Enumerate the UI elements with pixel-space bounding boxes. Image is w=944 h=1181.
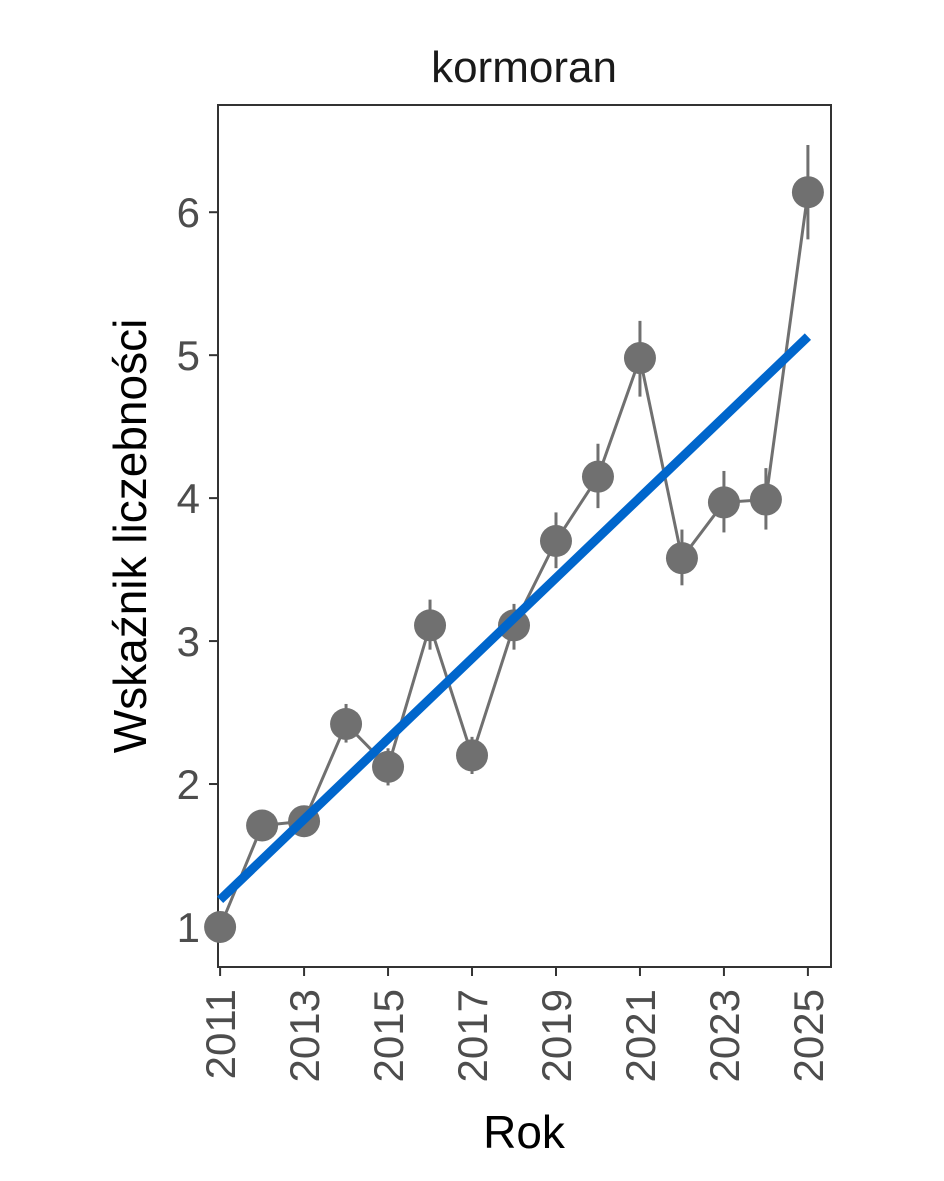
data-point xyxy=(581,460,614,493)
data-point xyxy=(623,342,656,375)
x-tick-label: 2013 xyxy=(281,989,328,1082)
x-axis-title: Rok xyxy=(483,1106,566,1158)
x-tick-label: 2025 xyxy=(785,989,832,1082)
x-tick-label: 2019 xyxy=(533,989,580,1082)
data-point xyxy=(456,739,489,772)
data-point xyxy=(246,809,279,842)
chart-title: kormoran xyxy=(431,43,617,92)
plot-frame xyxy=(217,104,832,968)
data-point xyxy=(707,486,740,519)
data-point xyxy=(204,910,237,943)
x-tick-label: 2017 xyxy=(449,989,496,1082)
y-tick-label: 5 xyxy=(177,332,200,379)
y-tick-label: 4 xyxy=(177,475,200,522)
y-tick-label: 2 xyxy=(177,761,200,808)
data-point xyxy=(414,609,447,642)
y-tick-label: 6 xyxy=(177,189,200,236)
x-tick-label: 2023 xyxy=(701,989,748,1082)
data-point xyxy=(665,542,698,575)
data-point xyxy=(749,483,782,516)
data-point xyxy=(791,176,824,209)
data-point xyxy=(330,707,363,740)
data-point xyxy=(372,750,405,783)
trend-line-group xyxy=(216,333,812,904)
x-axis: 2011 2013 2015 2017 2019 2021 2023 2025 xyxy=(197,967,832,1082)
x-tick-label: 2015 xyxy=(365,989,412,1082)
trend-line xyxy=(216,333,812,904)
y-axis: 1 2 3 4 5 6 xyxy=(177,189,218,951)
y-tick-label: 3 xyxy=(177,618,200,665)
x-tick-label: 2011 xyxy=(197,989,244,1079)
x-tick-label: 2021 xyxy=(617,989,664,1082)
data-point xyxy=(539,525,572,558)
y-axis-title: Wskaźnik liczebności xyxy=(104,319,156,754)
y-tick-label: 1 xyxy=(177,904,200,951)
data-point xyxy=(498,609,531,642)
